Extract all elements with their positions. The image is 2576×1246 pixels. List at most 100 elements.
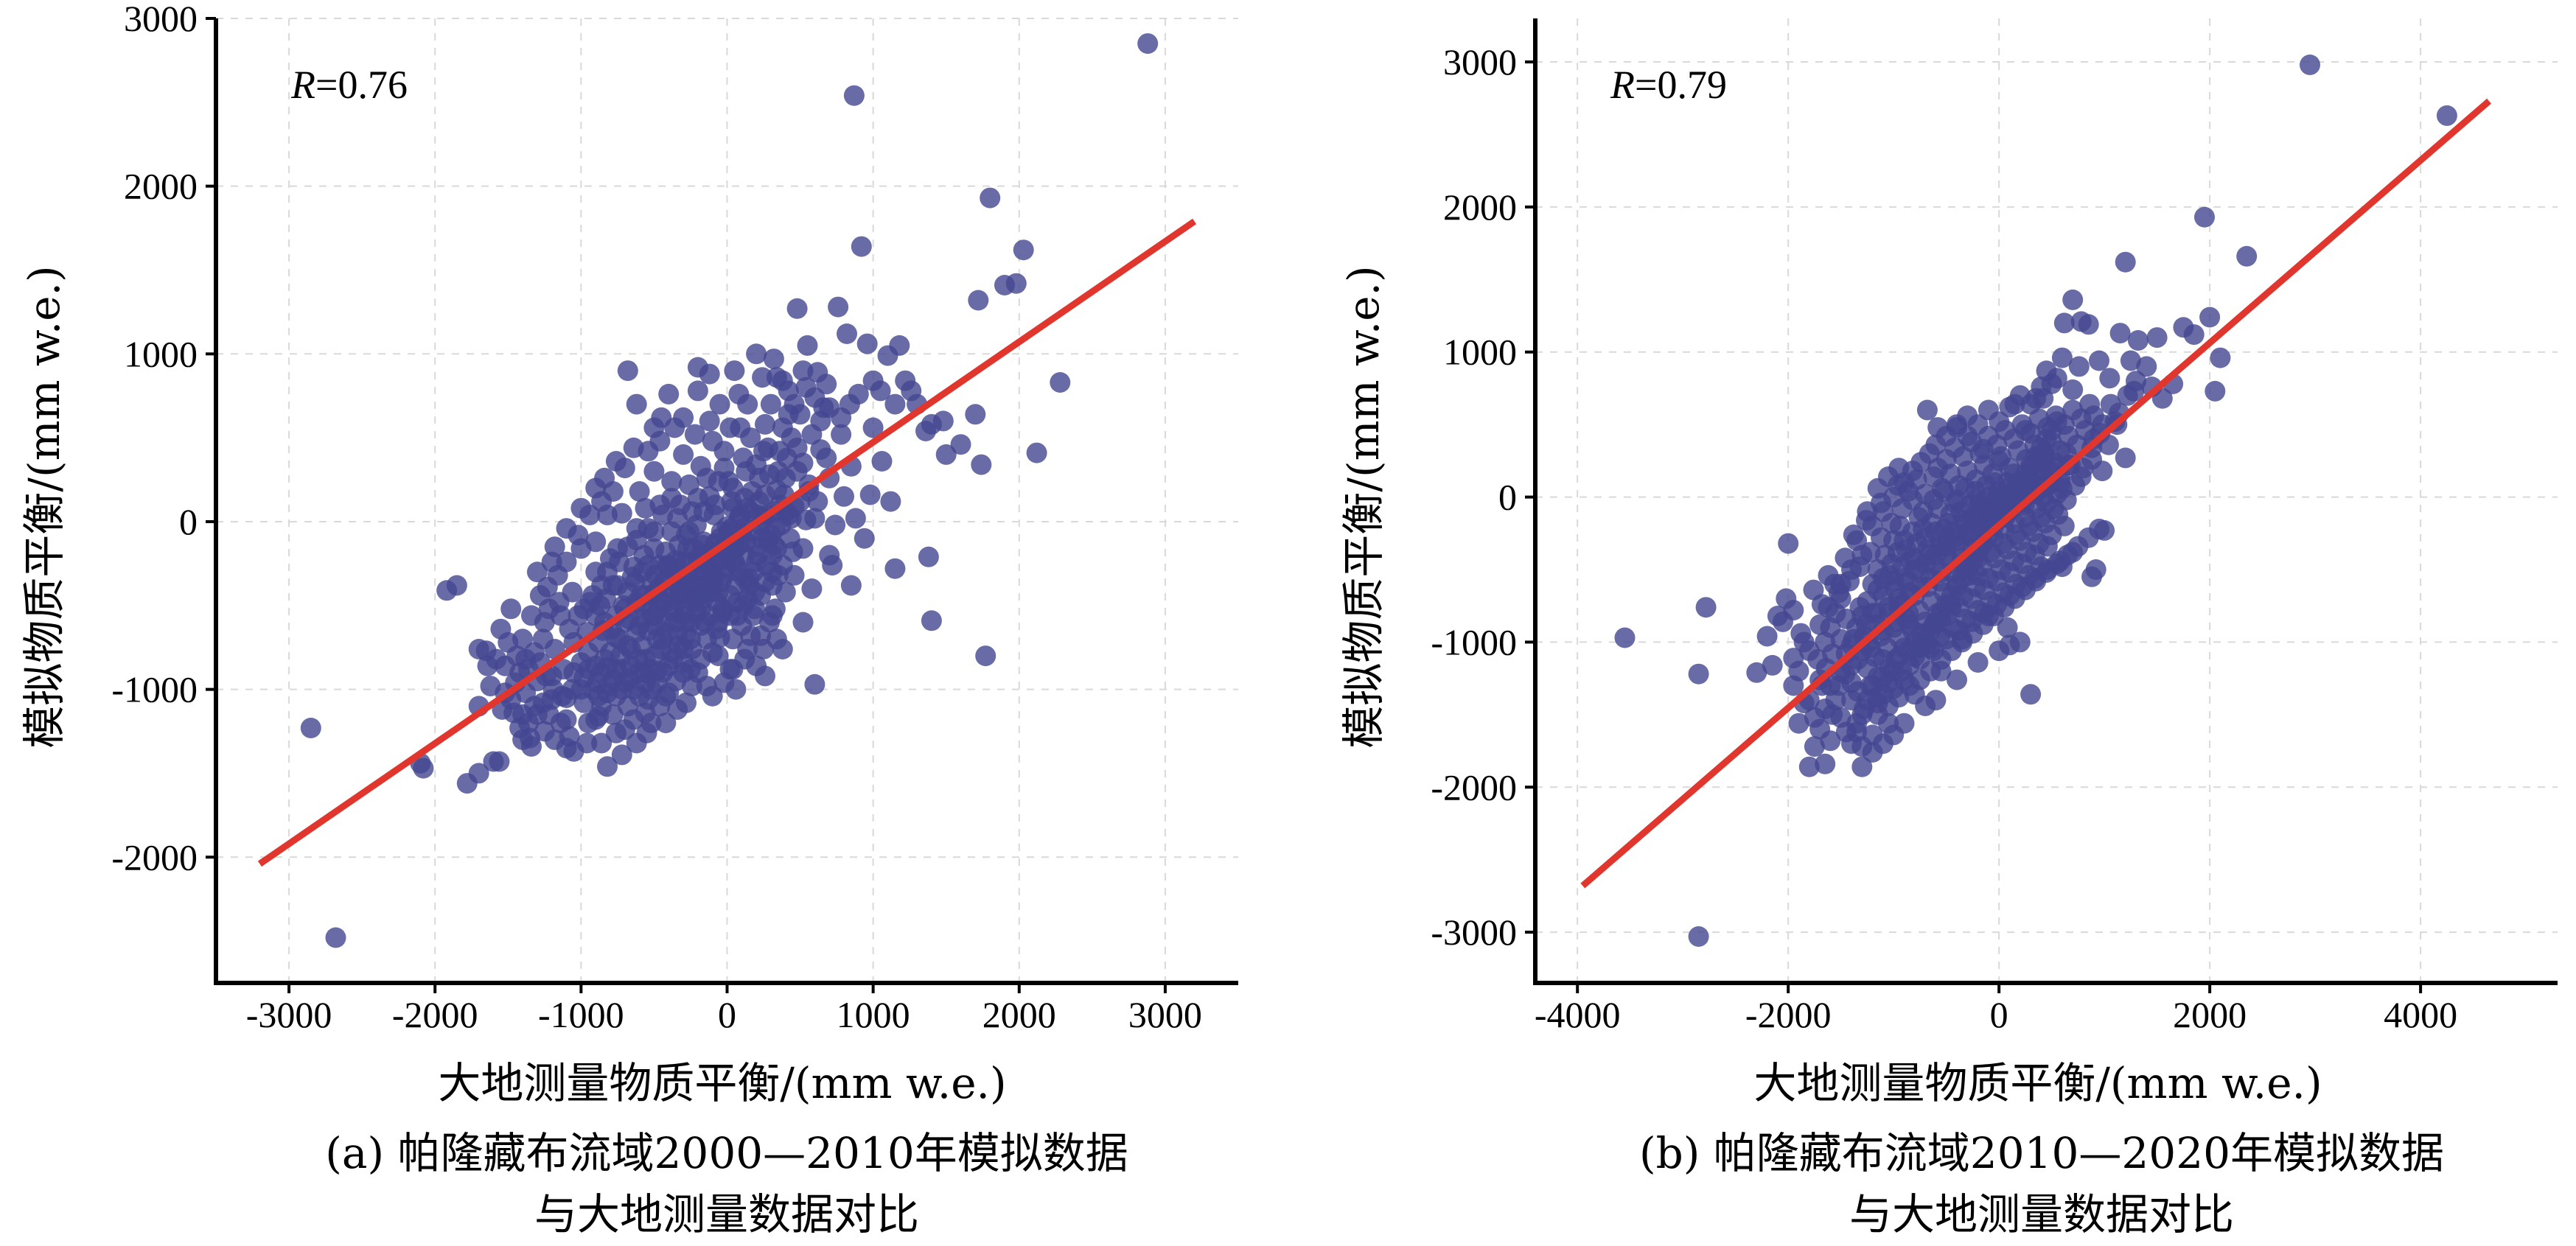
panel-b-data-point-477 (2000, 634, 2020, 655)
panel-a-y-tick-label-3000: 3000 (124, 0, 198, 39)
panel-a-data-point-539 (594, 468, 615, 489)
panel-a-data-point-521 (564, 662, 584, 683)
panel-a-data-point-134 (834, 486, 854, 507)
panel-a-data-point-64 (841, 575, 862, 596)
panel-a-y-axis-label: 模拟物质平衡/(mm w.e.) (19, 265, 69, 748)
panel-a-x-axis-label: 大地测量物质平衡/(mm w.e.) (438, 1058, 1006, 1108)
panel-a-data-point-403 (816, 374, 837, 394)
panel-b-data-point-465 (1794, 631, 1815, 652)
panel-a-y-tick-label-2000: 2000 (124, 166, 198, 207)
panel-b-data-point-63 (2437, 105, 2457, 126)
panel-a-data-point-3 (413, 758, 433, 779)
panel-b-data-point-24 (1917, 400, 1938, 421)
panel-a-data-point-533 (478, 656, 498, 676)
panel-b-data-point-5 (1757, 626, 1778, 647)
panel-a-data-point-543 (710, 394, 730, 415)
panel-a-data-point-416 (530, 585, 551, 606)
panel-b-x-tick-label-2000: 2000 (2173, 994, 2247, 1035)
panel-a-x-tick-label-3000: 3000 (1128, 994, 1202, 1035)
panel-b-x-ticks: -4000 -2000 0 2000 4000 (1535, 983, 2457, 1035)
panel-b-y-tick-label-1000: 1000 (1443, 332, 1517, 373)
panel-b-data-point-395 (2062, 379, 2083, 400)
panel-b-data-point-44 (2099, 368, 2120, 388)
panel-b-x-tick-label-0: 0 (1990, 994, 2008, 1035)
panel-b-data-point-3 (1696, 597, 1717, 617)
panel-a-y-tick-label--1000: -1000 (111, 669, 198, 710)
panel-a-data-point-10 (489, 752, 509, 772)
panel-a-data-point-193 (562, 582, 583, 603)
panel-a-data-point-537 (570, 498, 591, 519)
panel-b-data-point-2 (1689, 664, 1709, 685)
panel-b-data-point-14 (1815, 754, 1835, 774)
panel-b-data-point-56 (2184, 324, 2205, 345)
panel-a-data-point-384 (626, 733, 647, 754)
panel-a-scatter-chart: -3000 -2000 -1000 0 1000 2000 3000 -2000-10000… (19, 0, 1238, 1239)
panel-a-data-point-37 (844, 85, 865, 106)
panel-a-data-point-536 (556, 518, 577, 539)
panel-a-x-tick-label-2000: 2000 (982, 994, 1056, 1035)
panel-b-scatter-chart: -4000 -2000 0 2000 4000 -3000 -2000 -1000 0 1000… (1338, 18, 2558, 1239)
panel-a-data-point-508 (872, 451, 893, 472)
panel-b-data-point-538 (2071, 466, 2092, 487)
panel-a-x-tick-label-0: 0 (718, 994, 736, 1035)
panel-b-data-point-471 (1894, 713, 1915, 734)
panel-a-data-point-186 (761, 394, 781, 415)
panel-a-data-point-507 (860, 485, 881, 505)
panel-b-caption-line-1: (b) 帕隆藏布流域2010—2020年模拟数据 (1639, 1128, 2444, 1178)
panel-a-data-point-57 (1013, 239, 1034, 260)
panel-a-data-point-541 (643, 418, 664, 438)
panel-b-data-point-62 (2300, 55, 2320, 75)
panel-a-y-tick-label--2000: -2000 (111, 836, 198, 878)
panel-a-data-point-1 (326, 928, 346, 948)
panel-b-r-value: =0.79 (1635, 63, 1727, 107)
panel-a-data-point-511 (845, 508, 866, 528)
panel-a-y-tick-label-1000: 1000 (124, 333, 198, 374)
panel-a-data-point-552 (626, 394, 647, 415)
panel-a-data-point-63 (921, 610, 942, 631)
panel-a-data-point-33 (797, 335, 818, 356)
panel-a-data-point-58 (1027, 443, 1047, 463)
panel-a-data-point-348 (691, 649, 711, 670)
panel-a-data-point-398 (755, 414, 775, 435)
panel-b-data-point-418 (1809, 719, 1830, 740)
panel-a-data-point-361 (670, 494, 691, 515)
panel-a-data-point-38 (851, 237, 872, 257)
panel-b-data-point-474 (1947, 670, 1967, 690)
panel-a-data-point-540 (606, 451, 626, 472)
panel-a-data-point-528 (720, 659, 741, 679)
panel-a-data-point-530 (750, 626, 771, 646)
panel-a-data-point-0 (301, 718, 321, 738)
panel-a-data-point-180 (673, 444, 694, 465)
panel-b-data-point-397 (2052, 348, 2073, 368)
panel-b-data-point-484 (1871, 493, 1891, 514)
panel-a-data-point-62 (918, 547, 939, 567)
panel-a-data-point-390 (725, 679, 746, 700)
panel-a-y-ticks: -2000 -1000 0 1000 2000 3000 (111, 0, 216, 878)
panel-a-data-point-50 (933, 410, 954, 431)
panel-a-data-point-54 (980, 188, 1000, 209)
panel-a-data-point-189 (658, 384, 679, 405)
panel-a-data-point-524 (635, 703, 656, 724)
panel-a-data-point-43 (884, 394, 905, 415)
panel-a-data-point-509 (880, 491, 901, 512)
panel-b-data-point-64 (2115, 447, 2136, 468)
panel-a-data-point-32 (787, 298, 808, 319)
panel-b-data-point-163 (2054, 516, 2075, 536)
panel-a-data-point-437 (638, 555, 659, 575)
panel-a-x-tick-label--2000: -2000 (392, 994, 478, 1035)
panel-a-data-point-482 (640, 659, 660, 679)
panel-b-x-tick-label-4000: 4000 (2384, 994, 2457, 1035)
panel-b-data-point-58 (2199, 307, 2220, 328)
panel-a-data-point-545 (772, 371, 793, 391)
panel-b-data-point-49 (2128, 330, 2149, 351)
panel-a-data-point-132 (816, 447, 837, 468)
panel-a-data-point-503 (768, 565, 789, 586)
panel-a-r-value: =0.76 (315, 63, 408, 107)
panel-a-data-point-218 (804, 508, 825, 528)
panel-b-data-point-389 (2089, 519, 2109, 539)
panel-b-y-tick-label--2000: -2000 (1431, 766, 1517, 808)
panel-b-data-point-45 (2110, 323, 2131, 343)
panel-a-data-point-547 (793, 360, 814, 381)
panel-a-data-point-542 (673, 407, 694, 428)
panel-a-y-tick-label-0: 0 (179, 501, 198, 542)
